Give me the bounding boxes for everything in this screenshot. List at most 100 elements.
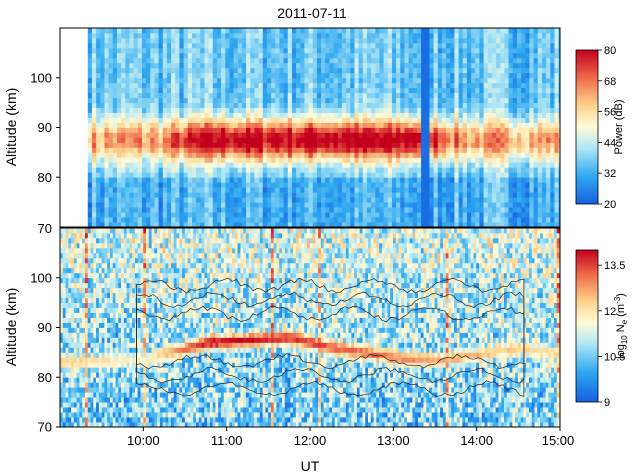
power-cell — [529, 72, 535, 79]
power-cell — [112, 82, 118, 89]
density-cell — [73, 417, 78, 423]
power-cell — [500, 207, 505, 213]
power-cell — [496, 142, 501, 148]
density-cell — [60, 397, 64, 403]
power-cell — [129, 97, 135, 104]
power-cell — [246, 57, 251, 64]
power-cell — [262, 152, 268, 158]
power-cell — [87, 62, 93, 69]
power-cell — [525, 207, 530, 213]
power-cell — [187, 197, 193, 203]
power-cell — [533, 182, 539, 188]
power-cell — [308, 157, 314, 163]
power-cell — [429, 37, 435, 44]
power-cell — [471, 107, 476, 113]
power-cell — [475, 212, 480, 218]
power-cell — [316, 222, 322, 227]
power-cell — [233, 32, 239, 39]
power-cell — [387, 77, 393, 84]
power-cell — [525, 67, 530, 74]
power-cell — [362, 92, 368, 99]
power-cell — [441, 92, 447, 99]
power-cell — [100, 127, 105, 133]
power-cell — [337, 167, 343, 173]
power-cell — [171, 177, 176, 183]
power-cell — [287, 32, 293, 39]
power-cell — [400, 92, 405, 99]
power-cell — [221, 152, 226, 158]
power-cell — [283, 137, 289, 143]
power-cell — [558, 107, 560, 113]
power-cell — [296, 97, 301, 104]
power-cell — [266, 47, 272, 54]
power-cell — [329, 72, 335, 79]
power-cell — [104, 167, 110, 173]
power-cell — [521, 52, 526, 59]
power-cell — [371, 97, 376, 104]
power-cell — [354, 127, 360, 133]
power-cell — [512, 192, 518, 198]
power-cell — [112, 52, 118, 59]
power-cell — [121, 57, 126, 64]
power-cell — [275, 147, 280, 153]
power-cell — [221, 62, 226, 69]
power-cell — [162, 147, 168, 153]
power-cell — [475, 82, 480, 89]
power-cell — [541, 142, 547, 148]
power-cell — [91, 102, 97, 109]
power-cell — [491, 127, 497, 133]
density-cell — [76, 292, 80, 299]
density-cell — [76, 282, 80, 289]
density-cell — [71, 402, 75, 408]
power-cell — [537, 212, 543, 218]
density-cell — [76, 287, 80, 294]
power-cell — [396, 197, 401, 203]
power-cell — [304, 112, 310, 118]
power-cell — [525, 217, 530, 223]
power-cell — [541, 127, 547, 133]
power-cell — [304, 167, 310, 173]
density-cell — [82, 407, 86, 413]
power-cell — [291, 37, 297, 44]
power-cell — [191, 47, 197, 54]
power-cell — [487, 127, 493, 133]
power-cell — [350, 77, 355, 84]
power-cell — [412, 142, 418, 148]
power-cell — [229, 52, 235, 59]
power-cell — [329, 182, 335, 188]
power-cell — [216, 82, 222, 89]
density-cell — [73, 337, 78, 343]
power-cell — [171, 182, 176, 188]
power-cell — [458, 147, 464, 153]
power-cell — [179, 152, 185, 158]
power-cell — [296, 107, 301, 113]
power-cell — [362, 47, 368, 54]
density-cell — [68, 362, 72, 368]
power-cell — [150, 172, 155, 178]
power-cell — [416, 152, 422, 158]
power-cell — [496, 52, 501, 59]
power-cell — [179, 42, 185, 49]
power-cell — [237, 202, 243, 208]
power-cell — [383, 142, 389, 148]
power-cell — [175, 162, 180, 168]
power-cell — [558, 122, 560, 128]
density-cell — [87, 402, 91, 408]
power-cell — [266, 82, 272, 89]
power-cell — [446, 77, 451, 84]
power-cell — [375, 52, 380, 59]
power-cell — [191, 102, 197, 109]
density-cell — [65, 417, 69, 423]
density-cell — [84, 297, 89, 304]
power-cell — [479, 172, 485, 178]
power-cell — [229, 222, 235, 227]
power-cell — [233, 122, 239, 128]
power-cell — [529, 107, 535, 113]
power-cell — [366, 207, 372, 213]
power-cell — [404, 177, 410, 183]
power-cell — [333, 162, 339, 168]
power-cell — [291, 132, 297, 138]
power-cell — [112, 28, 118, 34]
power-cell — [416, 187, 422, 193]
power-cell — [479, 107, 485, 113]
